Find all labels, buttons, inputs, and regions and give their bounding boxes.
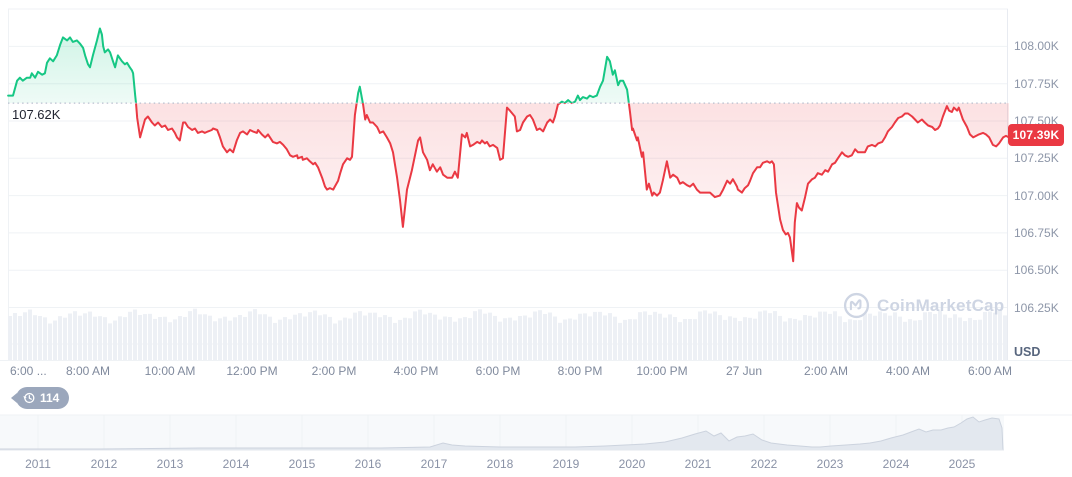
price-line-down <box>134 103 1010 263</box>
navigator-price-area <box>0 416 1004 451</box>
navigator-area[interactable] <box>0 414 1072 458</box>
price-chart[interactable]: 107.62K 108.00K 107.75K 107.50K 107.25K 107.… <box>0 0 1072 362</box>
x-axis-label: 6:00 AM <box>967 364 1013 378</box>
year-label: 2014 <box>222 457 250 471</box>
history-count: 114 <box>40 391 60 405</box>
range-navigator[interactable] <box>0 414 1072 458</box>
year-label: 2024 <box>882 457 910 471</box>
year-label: 2012 <box>90 457 118 471</box>
year-label: 2025 <box>948 457 976 471</box>
year-label: 2018 <box>486 457 514 471</box>
history-count-badge[interactable]: 114 <box>10 387 70 409</box>
x-axis-label: 27 Jun <box>725 364 763 378</box>
year-label: 2019 <box>552 457 580 471</box>
x-axis-label: 10:00 AM <box>144 364 196 378</box>
y-axis-label: 107.25K <box>1014 151 1059 166</box>
coinmarketcap-watermark: CoinMarketCap <box>843 292 1004 319</box>
year-label: 2017 <box>420 457 448 471</box>
year-label: 2013 <box>156 457 184 471</box>
x-axis-label: 4:00 AM <box>885 364 931 378</box>
y-axis-label: 106.75K <box>1014 225 1059 240</box>
watermark-text: CoinMarketCap <box>877 295 1005 315</box>
currency-label: USD <box>1014 345 1041 359</box>
navigator-selected-range <box>0 415 1004 450</box>
open-price-label: 107.62K <box>12 107 61 122</box>
volume-bars <box>8 308 1007 360</box>
year-label: 2011 <box>25 457 51 471</box>
x-axis-label: 12:00 PM <box>226 364 278 378</box>
year-label: 2020 <box>618 457 646 471</box>
coinmarketcap-logo-icon <box>843 292 870 319</box>
area-above-baseline <box>8 28 629 104</box>
area-below-baseline <box>8 103 1009 262</box>
y-axis-label: 107.75K <box>1014 76 1059 91</box>
current-price-badge: 107.39K <box>1008 124 1064 146</box>
year-label: 2016 <box>354 457 382 471</box>
year-label: 2015 <box>288 457 316 471</box>
year-label: 2021 <box>684 457 712 471</box>
year-label: 2023 <box>816 457 844 471</box>
y-axis-label: 107.00K <box>1014 188 1059 203</box>
clock-history-icon <box>23 392 35 404</box>
x-axis-label: 4:00 PM <box>393 364 439 378</box>
x-axis-label: 10:00 PM <box>636 364 688 378</box>
x-axis-label: 8:00 AM <box>65 364 111 378</box>
x-axis-label: 6:00 ... <box>10 364 47 378</box>
x-axis-label: 2:00 AM <box>803 364 849 378</box>
x-axis-label: 2:00 PM <box>311 364 357 378</box>
x-axis: 6:00 ... 8:00 AM 10:00 AM 12:00 PM 2:00 PM 4:… <box>0 364 1072 380</box>
y-axis-label: 108.00K <box>1014 39 1059 54</box>
price-chart-canvas[interactable] <box>0 0 1072 362</box>
y-axis-label: 106.50K <box>1014 263 1059 278</box>
year-label: 2022 <box>750 457 778 471</box>
navigator-year-axis: 2011 2012 2013 2014 2015 2016 2017 2018 2019 2020… <box>0 457 1072 473</box>
x-axis-label: 6:00 PM <box>475 364 521 378</box>
y-axis-label: 106.25K <box>1014 300 1059 315</box>
x-axis-label: 8:00 PM <box>557 364 603 378</box>
